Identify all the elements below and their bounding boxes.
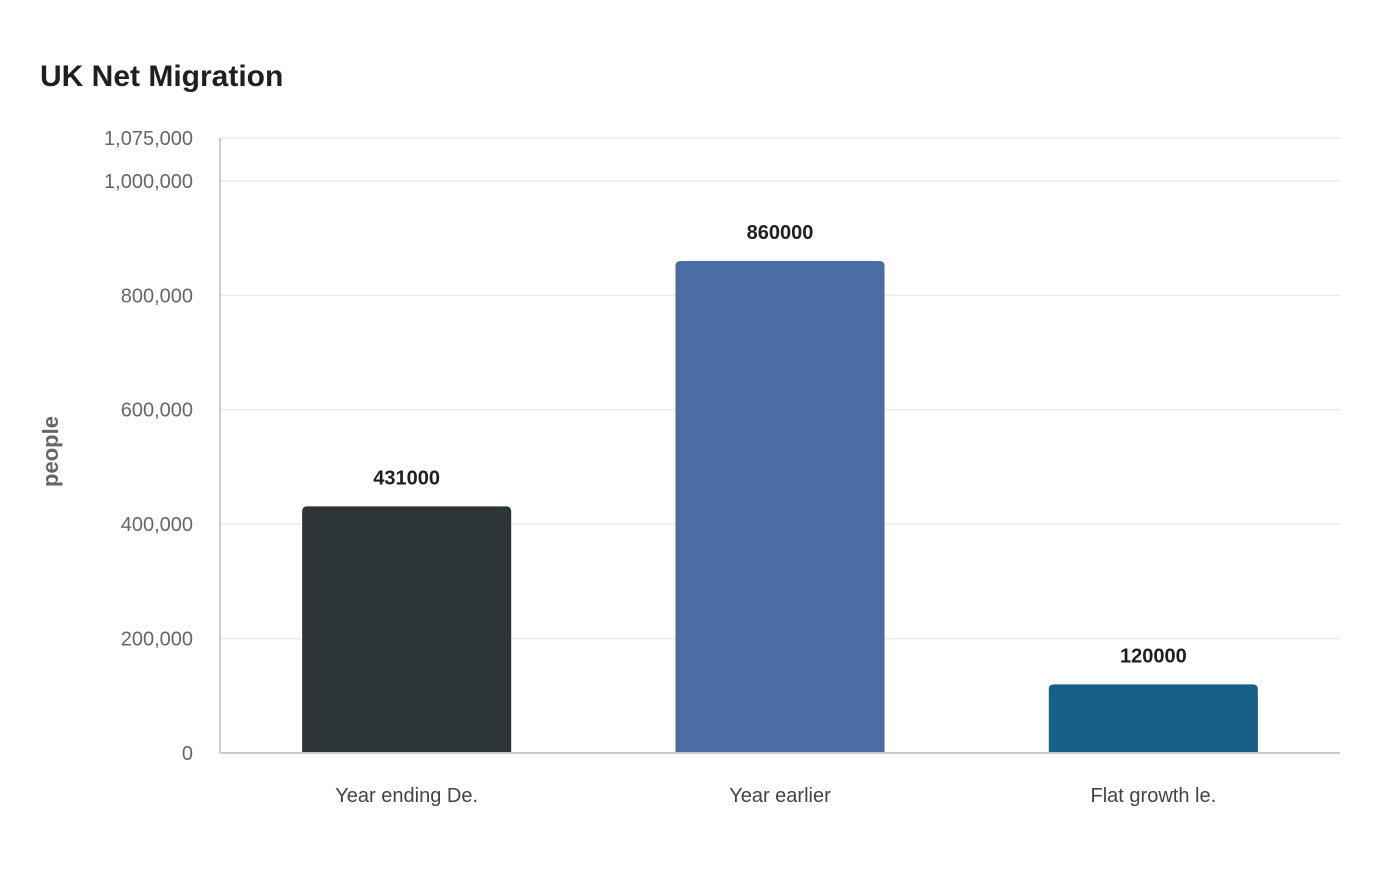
x-tick-label: Flat growth le. [1091, 785, 1217, 807]
bar [675, 261, 885, 753]
data-label: 120000 [1120, 645, 1187, 667]
y-axis-ticks: 0 200,000 400,000 600,000 800,000 1,000,000 1,… [104, 128, 193, 765]
y-tick-label: 1,075,000 [104, 128, 193, 150]
x-tick-label: Year ending De. [335, 785, 478, 807]
data-label: 431000 [373, 467, 440, 489]
y-axis-label: people [38, 416, 63, 487]
bar [1048, 684, 1258, 753]
x-tick-label: Year earlier [729, 785, 831, 807]
y-tick-label: 0 [182, 743, 193, 765]
bar [302, 506, 512, 753]
y-tick-label: 200,000 [121, 629, 193, 651]
y-tick-label: 600,000 [121, 400, 193, 422]
y-tick-label: 1,000,000 [104, 171, 193, 193]
bars [302, 261, 1258, 753]
data-labels: 431000 860000 120000 [373, 222, 1186, 667]
x-axis-ticks: Year ending De. Year earlier Flat growth l… [335, 785, 1216, 807]
y-tick-label: 400,000 [121, 514, 193, 536]
chart-title: UK Net Migration [40, 60, 284, 93]
y-tick-label: 800,000 [121, 285, 193, 307]
data-label: 860000 [747, 222, 814, 244]
